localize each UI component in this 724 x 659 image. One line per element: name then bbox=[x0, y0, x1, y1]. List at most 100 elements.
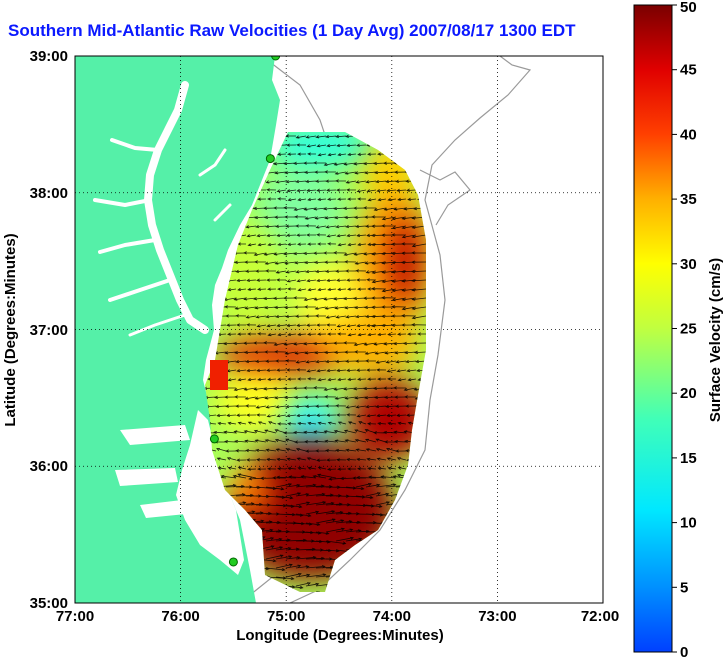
velocity-arrow bbox=[263, 252, 277, 256]
velocity-arrow bbox=[253, 387, 267, 391]
velocity-arrow bbox=[334, 350, 347, 354]
velocity-arrow bbox=[387, 377, 397, 381]
velocity-arrow bbox=[343, 341, 357, 345]
velocity-arrow bbox=[411, 234, 426, 239]
velocity-arrow bbox=[303, 207, 317, 211]
velocity-arrow bbox=[367, 422, 377, 426]
velocity-arrow bbox=[265, 448, 277, 452]
velocity-arrow bbox=[274, 171, 287, 175]
velocity-arrow bbox=[357, 377, 367, 381]
velocity-arrow bbox=[307, 332, 317, 336]
velocity-arrow bbox=[294, 395, 307, 399]
velocity-arrow bbox=[315, 359, 327, 364]
velocity-arrow bbox=[296, 413, 307, 418]
bathymetry-contour-shelf bbox=[419, 169, 471, 226]
velocity-arrow bbox=[300, 475, 317, 479]
velocity-arrow bbox=[266, 188, 277, 192]
velocity-arrow bbox=[317, 242, 326, 246]
velocity-arrow bbox=[327, 152, 337, 157]
velocity-arrow bbox=[285, 573, 302, 578]
velocity-arrow bbox=[375, 404, 387, 409]
velocity-arrow bbox=[307, 287, 317, 292]
velocity-arrow bbox=[387, 197, 397, 202]
velocity-arrow bbox=[217, 421, 227, 426]
velocity-arrow bbox=[324, 216, 337, 220]
velocity-arrow bbox=[264, 429, 277, 434]
velocity-arrow bbox=[353, 252, 367, 256]
velocity-arrow bbox=[406, 413, 417, 417]
velocity-arrow bbox=[274, 350, 287, 354]
velocity-arrow bbox=[365, 180, 377, 184]
velocity-arrow bbox=[381, 224, 397, 228]
velocity-arrow bbox=[257, 197, 267, 201]
velocity-arrow bbox=[356, 143, 367, 147]
velocity-arrow bbox=[275, 563, 293, 569]
velocity-arrow bbox=[346, 458, 357, 462]
velocity-arrow bbox=[295, 582, 311, 587]
y-tick-label: 38:00 bbox=[30, 185, 68, 202]
velocity-arrow bbox=[313, 161, 327, 165]
velocity-arrow bbox=[367, 377, 377, 381]
velocity-arrow bbox=[356, 278, 366, 282]
velocity-arrow bbox=[246, 278, 257, 282]
velocity-arrow bbox=[323, 297, 337, 301]
velocity-arrow bbox=[307, 197, 317, 202]
velocity-arrow bbox=[276, 233, 287, 237]
radar-station-marker bbox=[228, 557, 238, 567]
velocity-arrow bbox=[276, 189, 287, 193]
velocity-arrow bbox=[295, 573, 311, 578]
grid-lines bbox=[75, 56, 603, 603]
velocity-arrow bbox=[346, 143, 357, 147]
velocity-arrow bbox=[315, 225, 327, 229]
velocity-arrow bbox=[296, 368, 307, 372]
velocity-arrow bbox=[296, 143, 307, 147]
velocity-arrow bbox=[255, 315, 267, 319]
velocity-arrow bbox=[365, 448, 377, 452]
velocity-arrow bbox=[234, 350, 247, 355]
velocity-arrow bbox=[355, 314, 367, 319]
velocity-arrow bbox=[384, 395, 397, 399]
velocity-arrow bbox=[343, 429, 357, 434]
velocity-arrow bbox=[325, 315, 337, 319]
velocity-arrow bbox=[407, 377, 417, 382]
plot-frame bbox=[74, 55, 604, 604]
velocity-arrow bbox=[217, 466, 227, 471]
velocity-arrow bbox=[316, 188, 327, 192]
velocity-arrow bbox=[395, 404, 407, 408]
velocity-arrow bbox=[253, 297, 267, 301]
velocity-arrow bbox=[346, 413, 357, 417]
velocity-arrow bbox=[243, 387, 257, 391]
velocity-arrow bbox=[317, 287, 327, 292]
velocity-arrow bbox=[237, 466, 247, 470]
velocity-arrow bbox=[353, 387, 367, 391]
chesapeake-bay bbox=[93, 81, 232, 337]
velocity-arrow bbox=[374, 170, 387, 175]
velocity-arrow bbox=[411, 251, 426, 255]
velocity-arrow bbox=[327, 377, 337, 382]
velocity-arrow bbox=[286, 457, 297, 461]
velocity-arrow bbox=[327, 242, 337, 246]
velocity-arrow bbox=[304, 216, 317, 220]
velocity-arrow bbox=[276, 368, 287, 372]
velocity-arrow bbox=[283, 252, 297, 256]
velocity-arrow bbox=[381, 296, 397, 300]
velocity-arrow bbox=[275, 180, 287, 184]
velocity-arrow bbox=[276, 278, 287, 282]
velocity-arrow bbox=[294, 261, 307, 265]
velocity-arrow bbox=[315, 314, 327, 318]
velocity-arrow bbox=[353, 342, 367, 346]
velocity-arrow bbox=[324, 306, 337, 310]
velocity-arrow bbox=[255, 269, 267, 273]
velocity-arrow bbox=[255, 405, 267, 409]
velocity-arrow bbox=[347, 152, 357, 156]
velocity-arrow bbox=[357, 332, 367, 337]
velocity-arrow bbox=[414, 350, 426, 354]
velocity-arrow bbox=[273, 162, 287, 166]
velocity-arrow bbox=[325, 404, 336, 408]
velocity-arrow bbox=[343, 162, 357, 166]
velocity-arrow bbox=[357, 242, 367, 247]
velocity-arrow bbox=[296, 457, 307, 461]
velocity-arrow bbox=[355, 269, 367, 273]
velocity-arrow bbox=[317, 197, 327, 201]
